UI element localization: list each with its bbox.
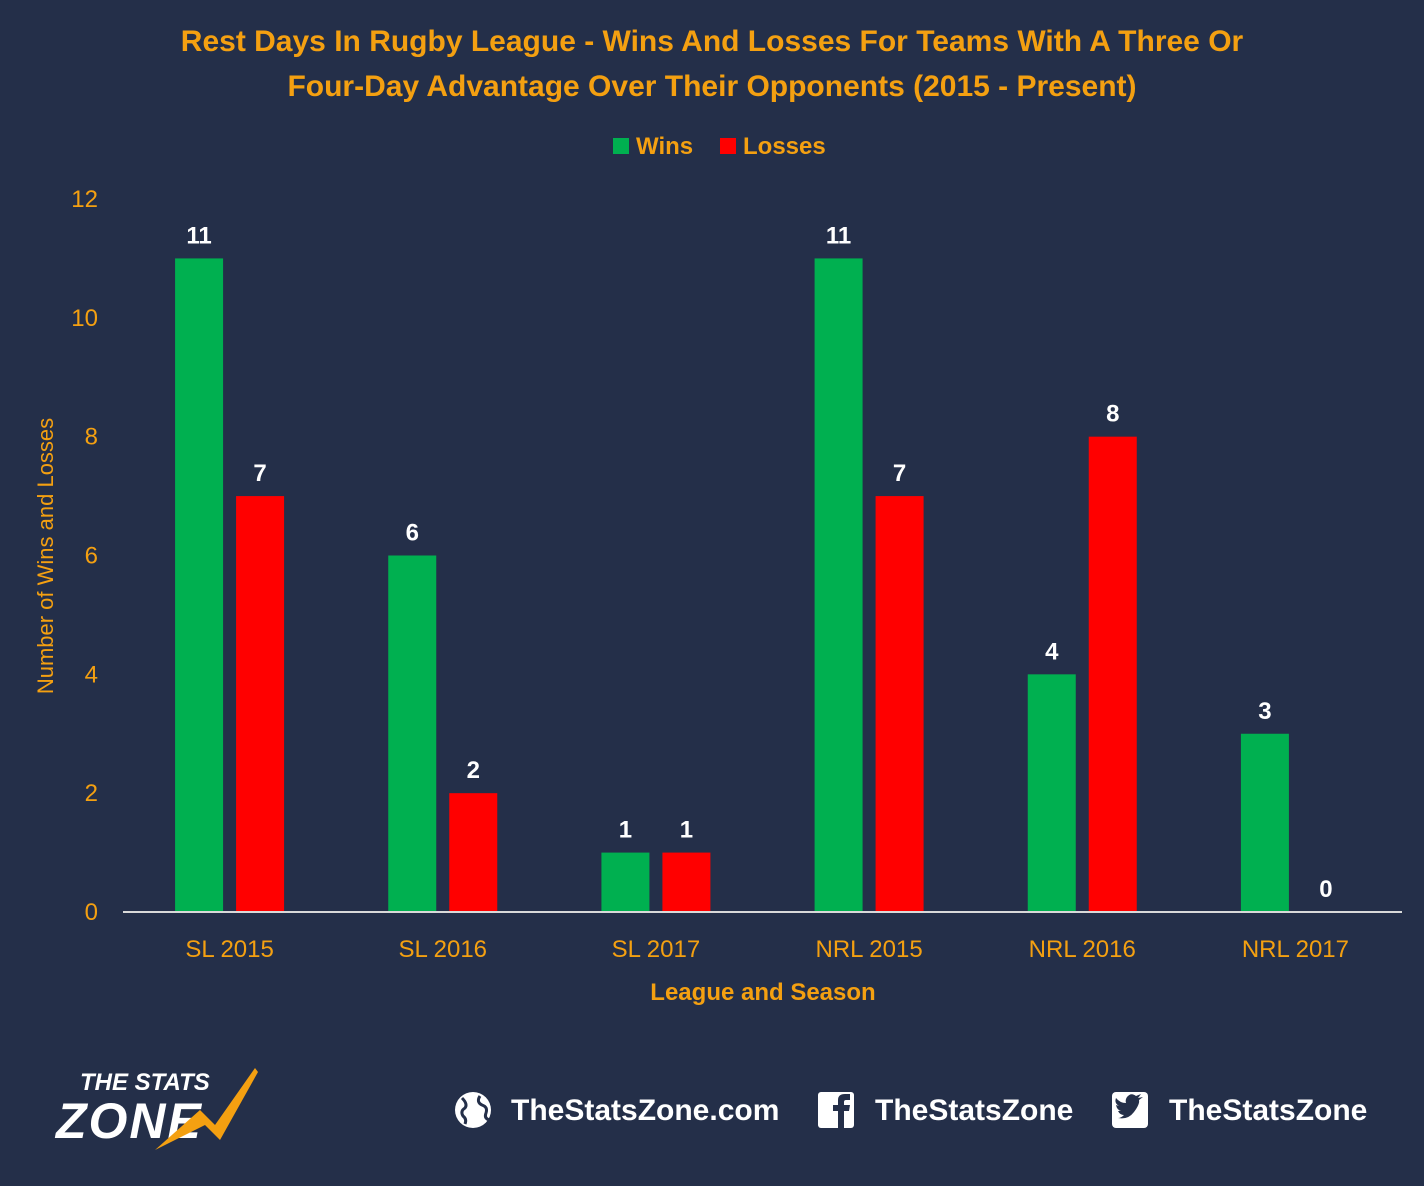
logo-line-2: ZONE [54, 1093, 203, 1149]
y-tick-label: 12 [71, 186, 98, 213]
twitter-text: TheStatsZone [1169, 1094, 1367, 1127]
facebook-text: TheStatsZone [875, 1094, 1073, 1127]
legend-label-losses: Losses [743, 133, 826, 160]
bars [175, 258, 1289, 913]
data-label-wins: 11 [186, 222, 211, 249]
data-label-losses: 1 [680, 817, 693, 844]
footer-facebook[interactable]: TheStatsZone [818, 1092, 1073, 1128]
bar-wins-sl-2015 [175, 258, 224, 913]
x-tick-label: NRL 2015 [815, 936, 922, 963]
bar-wins-nrl-2017 [1240, 733, 1289, 912]
data-label-losses: 7 [893, 460, 906, 487]
y-axis-title: Number of Wins and Losses [33, 418, 58, 694]
data-label-wins: 11 [826, 222, 851, 249]
x-tick-label: SL 2017 [612, 936, 701, 963]
x-axis-title: League and Season [650, 979, 875, 1006]
facebook-icon [818, 1092, 854, 1128]
data-label-wins: 6 [406, 520, 419, 547]
x-tick-label: NRL 2017 [1242, 936, 1349, 963]
data-label-losses: 2 [467, 757, 480, 784]
legend-label-wins: Wins [636, 133, 693, 160]
bar-wins-sl-2017 [601, 852, 650, 912]
legend-swatch-wins [613, 138, 629, 154]
legend: Wins Losses [613, 133, 826, 160]
chart-title-line-1: Rest Days In Rugby League - Wins And Los… [181, 25, 1244, 58]
bar-losses-sl-2016 [449, 793, 498, 912]
data-label-wins: 4 [1045, 638, 1059, 665]
data-label-losses: 0 [1319, 876, 1332, 903]
x-tick-label: NRL 2016 [1029, 936, 1136, 963]
bar-wins-nrl-2016 [1027, 674, 1076, 912]
bar-wins-nrl-2015 [814, 258, 863, 913]
bar-losses-nrl-2016 [1088, 436, 1137, 912]
data-label-wins: 1 [619, 817, 632, 844]
legend-swatch-losses [720, 138, 736, 154]
data-label-losses: 7 [253, 460, 266, 487]
footer-website[interactable]: TheStatsZone.com [455, 1092, 779, 1128]
y-axis: 0 2 4 6 8 10 12 [71, 186, 98, 926]
y-tick-label: 2 [85, 780, 98, 807]
globe-icon [455, 1092, 491, 1128]
data-label-wins: 3 [1258, 698, 1271, 725]
footer-twitter[interactable]: TheStatsZone [1112, 1092, 1367, 1128]
bar-wins-sl-2016 [388, 555, 437, 912]
bar-losses-nrl-2015 [875, 496, 924, 912]
bar-losses-sl-2017 [662, 852, 711, 912]
y-tick-label: 6 [85, 543, 98, 570]
chart-title-line-2: Four-Day Advantage Over Their Opponents … [287, 70, 1136, 103]
logo-swoosh [155, 1068, 258, 1150]
y-tick-label: 10 [71, 305, 98, 332]
y-tick-label: 8 [85, 424, 98, 451]
logo: THE STATS ZONE [54, 1068, 258, 1150]
data-label-losses: 8 [1106, 401, 1119, 428]
x-tick-label: SL 2016 [398, 936, 487, 963]
x-axis: SL 2015 SL 2016 SL 2017 NRL 2015 NRL 2016 NRL… [185, 936, 1349, 963]
website-text: TheStatsZone.com [511, 1094, 779, 1127]
twitter-icon [1112, 1092, 1148, 1128]
logo-line-1: THE STATS [80, 1069, 210, 1096]
y-tick-label: 4 [85, 661, 98, 688]
bar-losses-sl-2015 [236, 496, 285, 912]
x-tick-label: SL 2015 [185, 936, 274, 963]
y-tick-label: 0 [85, 899, 98, 926]
